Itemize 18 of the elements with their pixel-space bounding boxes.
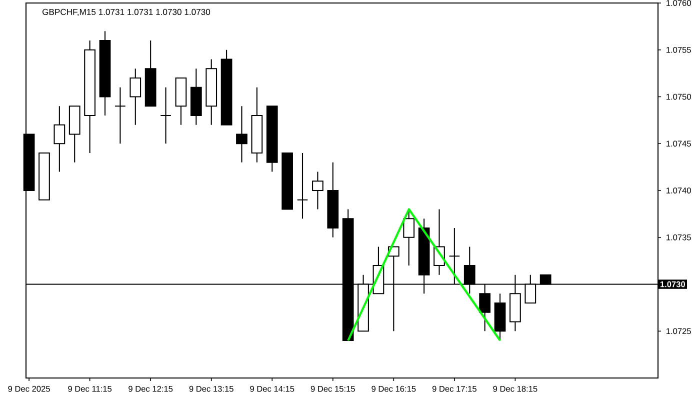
x-tick-label: 9 Dec 12:15 — [128, 386, 173, 392]
x-tick-label: 9 Dec 18:15 — [493, 386, 538, 392]
y-tick-label: 1.0760 — [666, 0, 691, 6]
x-tick-label: 9 Dec 2025 — [8, 386, 50, 392]
x-tick-label: 9 Dec 17:15 — [432, 386, 476, 392]
text: GBPCHF,M15 1.0731 1.0731 1.0730 1.0730 — [42, 8, 210, 16]
y-tick-label: 1.0735 — [666, 234, 691, 240]
y-tick-label: 1.0740 — [666, 188, 691, 194]
x-tick-label: 9 Dec 15:15 — [310, 386, 355, 392]
y-tick-label: 1.0745 — [666, 140, 691, 147]
y-tick-label: 1.0725 — [666, 328, 691, 334]
ref-line-label: 1.0730 — [660, 281, 685, 288]
x-tick-label: 9 Dec 11:15 — [68, 386, 112, 392]
x-tick-label: 9 Dec 13:15 — [189, 386, 234, 392]
y-tick-label: 1.0750 — [666, 94, 691, 100]
x-tick-label: 9 Dec 16:15 — [372, 386, 416, 392]
y-tick-label: 1.0755 — [666, 46, 691, 53]
x-tick-label: 9 Dec 14:15 — [250, 386, 294, 392]
